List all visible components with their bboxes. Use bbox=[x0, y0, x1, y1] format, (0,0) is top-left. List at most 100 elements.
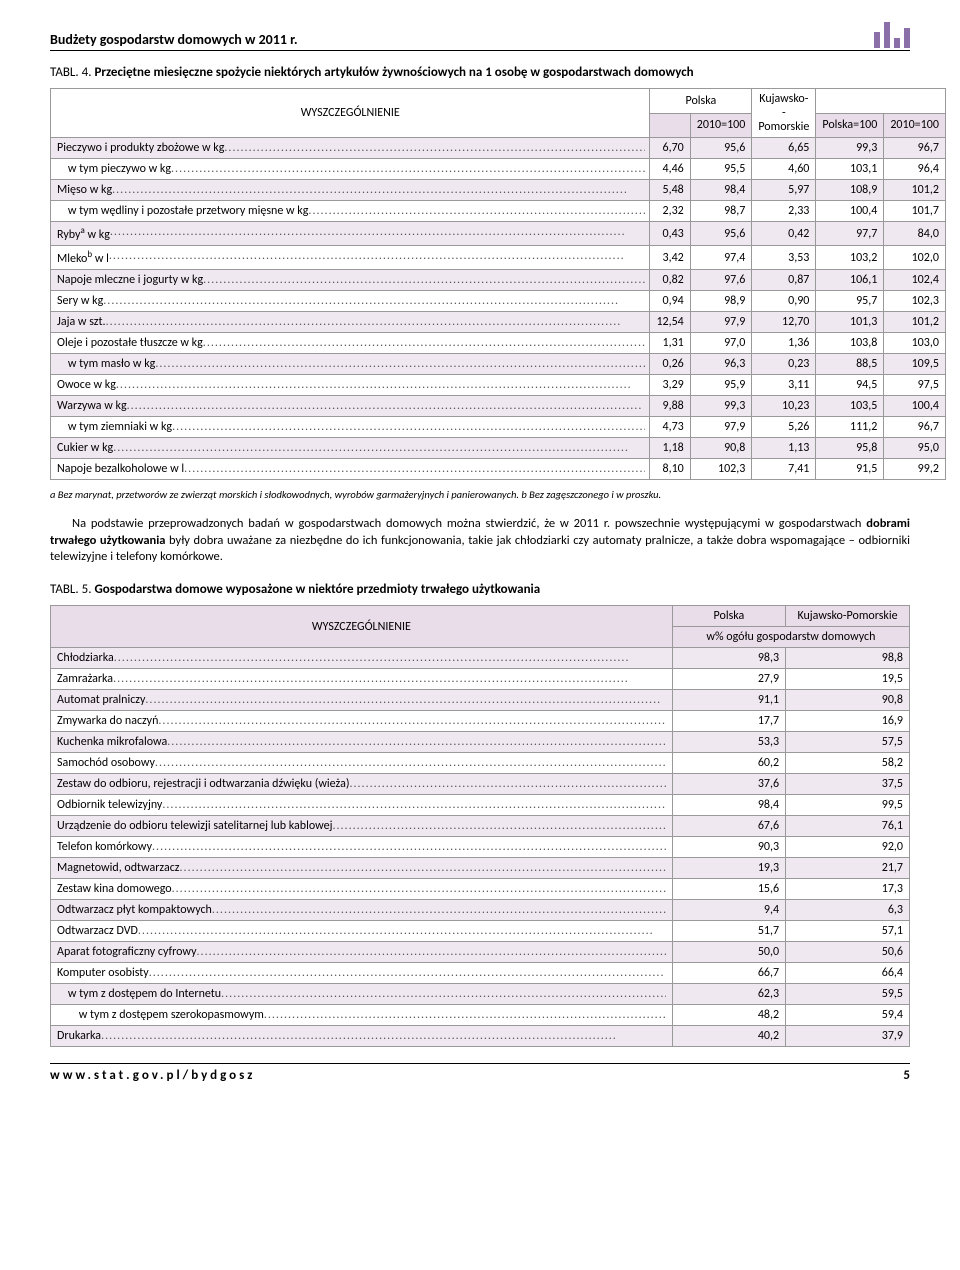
cell: 48,2 bbox=[672, 1005, 785, 1026]
cell: 3,53 bbox=[752, 246, 816, 270]
cell: 111,2 bbox=[816, 417, 884, 438]
table-row: Zmywarka do naczyń .....................… bbox=[51, 711, 910, 732]
cell: 101,7 bbox=[884, 201, 946, 222]
row-label: Magnetowid, odtwarzacz .................… bbox=[51, 858, 673, 879]
cell: 5,26 bbox=[752, 417, 816, 438]
cell: 0,94 bbox=[650, 291, 690, 312]
row-label: Odtwarzacz DVD .........................… bbox=[51, 921, 673, 942]
cell: 101,3 bbox=[816, 312, 884, 333]
col-wyszczegolnienie: WYSZCZEGÓLNIENIE bbox=[51, 89, 650, 138]
cell: 97,0 bbox=[690, 333, 752, 354]
cell: 95,9 bbox=[690, 375, 752, 396]
cell: 2,32 bbox=[650, 201, 690, 222]
table-row: Chłodziarka ............................… bbox=[51, 648, 910, 669]
table-row: Napoje bezalkoholowe w l ...............… bbox=[51, 459, 946, 480]
table-row: Pieczywo i produkty zbożowe w kg .......… bbox=[51, 138, 946, 159]
cell: 97,4 bbox=[690, 246, 752, 270]
page-footer: www.stat.gov.pl/bydgosz 5 bbox=[50, 1063, 910, 1083]
cell: 1,18 bbox=[650, 438, 690, 459]
row-label: Rybya w kg .............................… bbox=[51, 222, 650, 246]
cell: 17,7 bbox=[672, 711, 785, 732]
cell: 91,1 bbox=[672, 690, 785, 711]
cell: 99,3 bbox=[816, 138, 884, 159]
cell: 2,33 bbox=[752, 201, 816, 222]
row-label: Mlekob w l .............................… bbox=[51, 246, 650, 270]
cell: 102,3 bbox=[884, 291, 946, 312]
table-row: Jaja w szt. ............................… bbox=[51, 312, 946, 333]
t5-polska: Polska bbox=[672, 606, 785, 627]
row-label: Zestaw kina domowego ...................… bbox=[51, 879, 673, 900]
table-row: Odbiornik telewizyjny ..................… bbox=[51, 795, 910, 816]
cell: 90,8 bbox=[690, 438, 752, 459]
cell: 16,9 bbox=[786, 711, 910, 732]
cell: 103,1 bbox=[816, 159, 884, 180]
table4-body: Pieczywo i produkty zbożowe w kg .......… bbox=[51, 138, 946, 480]
cell: 95,7 bbox=[816, 291, 884, 312]
cell: 96,7 bbox=[884, 417, 946, 438]
cell: 12,54 bbox=[650, 312, 690, 333]
table-row: Zestaw do odbioru, rejestracji i odtwarz… bbox=[51, 774, 910, 795]
cell: 96,7 bbox=[884, 138, 946, 159]
cell: 4,46 bbox=[650, 159, 690, 180]
cell: 19,5 bbox=[786, 669, 910, 690]
cell: 102,3 bbox=[690, 459, 752, 480]
table4: WYSZCZEGÓLNIENIE Polska Kujawsko- -Pomor… bbox=[50, 88, 946, 480]
cell: 5,48 bbox=[650, 180, 690, 201]
table4-head: WYSZCZEGÓLNIENIE Polska Kujawsko- -Pomor… bbox=[51, 89, 946, 138]
cell: 103,8 bbox=[816, 333, 884, 354]
cell: 6,65 bbox=[752, 138, 816, 159]
table-row: Rybya w kg .............................… bbox=[51, 222, 946, 246]
cell: 94,5 bbox=[816, 375, 884, 396]
row-label: w tym wędliny i pozostałe przetwory mięs… bbox=[51, 201, 650, 222]
row-label: w tym z dostępem szerokopasmowym .......… bbox=[51, 1005, 673, 1026]
row-label: w tym ziemniaki w kg ...................… bbox=[51, 417, 650, 438]
col-blank bbox=[816, 89, 946, 114]
cell: 3,42 bbox=[650, 246, 690, 270]
cell: 57,1 bbox=[786, 921, 910, 942]
cell: 99,5 bbox=[786, 795, 910, 816]
cell: 88,5 bbox=[816, 354, 884, 375]
cell: 0,82 bbox=[650, 270, 690, 291]
cell: 100,4 bbox=[816, 201, 884, 222]
cell: 7,41 bbox=[752, 459, 816, 480]
cell: 97,6 bbox=[690, 270, 752, 291]
table-row: Samochód osobowy .......................… bbox=[51, 753, 910, 774]
cell: 0,87 bbox=[752, 270, 816, 291]
table-row: Automat pralniczy ......................… bbox=[51, 690, 910, 711]
row-label: Owoce w kg .............................… bbox=[51, 375, 650, 396]
cell: 4,60 bbox=[752, 159, 816, 180]
cell: 108,9 bbox=[816, 180, 884, 201]
cell: 58,2 bbox=[786, 753, 910, 774]
row-label: Sery w kg ..............................… bbox=[51, 291, 650, 312]
table5-head: WYSZCZEGÓLNIENIE Polska Kujawsko-Pomorsk… bbox=[51, 606, 910, 648]
footer-page-number: 5 bbox=[903, 1068, 910, 1083]
cell: 97,9 bbox=[690, 312, 752, 333]
row-label: Napoje bezalkoholowe w l ...............… bbox=[51, 459, 650, 480]
cell: 27,9 bbox=[672, 669, 785, 690]
cell: 102,4 bbox=[884, 270, 946, 291]
row-label: w tym pieczywo w kg ....................… bbox=[51, 159, 650, 180]
row-label: Zmywarka do naczyń .....................… bbox=[51, 711, 673, 732]
table-row: w tym masło w kg .......................… bbox=[51, 354, 946, 375]
cell: 1,31 bbox=[650, 333, 690, 354]
cell: 1,36 bbox=[752, 333, 816, 354]
cell: 0,90 bbox=[752, 291, 816, 312]
table-row: w tym wędliny i pozostałe przetwory mięs… bbox=[51, 201, 946, 222]
cell: 103,0 bbox=[884, 333, 946, 354]
row-label: Komputer osobisty ......................… bbox=[51, 963, 673, 984]
cell: 6,70 bbox=[650, 138, 690, 159]
cell: 57,5 bbox=[786, 732, 910, 753]
cell: 96,4 bbox=[884, 159, 946, 180]
cell: 6,3 bbox=[786, 900, 910, 921]
cell: 97,9 bbox=[690, 417, 752, 438]
col-kp: Kujawsko- -Pomorskie bbox=[752, 89, 816, 138]
col-2010-b: 2010=100 bbox=[690, 113, 752, 138]
row-label: Napoje mleczne i jogurty w kg ..........… bbox=[51, 270, 650, 291]
cell: 76,1 bbox=[786, 816, 910, 837]
row-label: Urządzenie do odbioru telewizji satelita… bbox=[51, 816, 673, 837]
col-2010-a bbox=[650, 113, 690, 138]
cell: 0,43 bbox=[650, 222, 690, 246]
cell: 98,8 bbox=[786, 648, 910, 669]
table-row: Kuchenka mikrofalowa ...................… bbox=[51, 732, 910, 753]
logo-bars-icon bbox=[874, 20, 910, 48]
